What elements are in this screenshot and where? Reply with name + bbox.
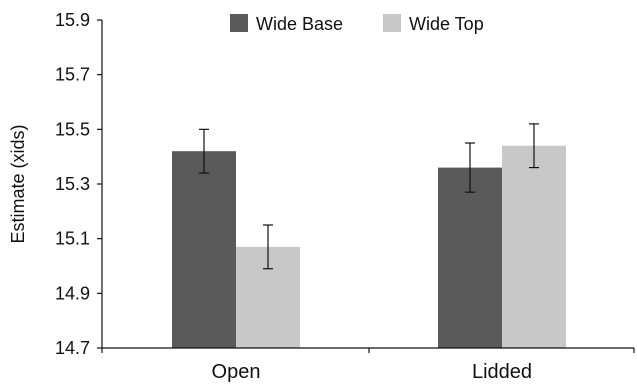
y-tick-label-14-9: 14.9 (55, 283, 90, 303)
legend-label-wide-top: Wide Top (409, 14, 484, 34)
bar-lidded-wide-top (502, 145, 566, 348)
legend-label-wide-base: Wide Base (256, 14, 343, 34)
y-tick-label-14-7: 14.7 (55, 338, 90, 358)
bar-lidded-wide-base (438, 167, 502, 348)
y-tick-label-15-1: 15.1 (55, 229, 90, 249)
x-category-label-open: Open (212, 361, 261, 383)
bar-open-wide-base (172, 151, 236, 348)
category-group-lidded (438, 123, 566, 348)
legend-swatch-wide-base (230, 14, 248, 32)
legend-swatch-wide-top (383, 14, 401, 32)
category-group-open (172, 128, 300, 348)
y-axis-title: Estimate (xids) (8, 124, 28, 243)
y-axis: 14.7 14.9 15.1 15.3 15.5 15.7 15.9 (55, 10, 103, 358)
legend: Wide Base Wide Top (230, 14, 484, 34)
y-tick-label-15-7: 15.7 (55, 65, 90, 85)
y-tick-label-15-3: 15.3 (55, 174, 90, 194)
x-category-label-lidded: Lidded (472, 361, 532, 383)
y-tick-label-15-5: 15.5 (55, 119, 90, 139)
x-axis: Open Lidded (101, 347, 635, 383)
y-tick-label-15-9: 15.9 (55, 10, 90, 30)
